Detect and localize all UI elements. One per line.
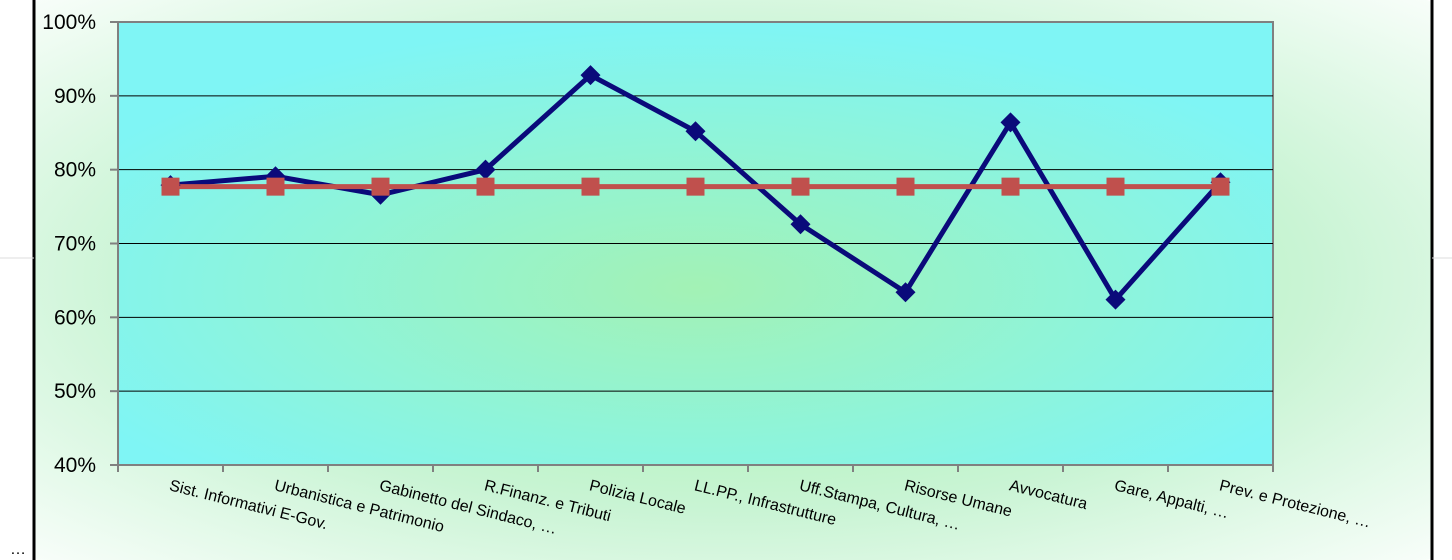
series-2-point (791, 177, 810, 196)
series-2-point (581, 177, 600, 196)
y-tick-label: 90% (54, 85, 96, 108)
y-tick-label: 40% (54, 454, 96, 477)
series-2-point (1106, 177, 1125, 196)
y-tick-label: 60% (54, 306, 96, 329)
series-1-point (895, 282, 916, 303)
y-tick-label: 70% (54, 233, 96, 256)
series-2-point (161, 177, 180, 196)
series-1-point (580, 65, 601, 86)
frame-ellipsis: … (10, 541, 26, 558)
series-1-point (790, 214, 811, 235)
series-1-point (1000, 112, 1021, 133)
series-1-point (685, 121, 706, 142)
y-tick-label: 100% (42, 11, 96, 34)
series-2-point (371, 177, 390, 196)
series-2-point (476, 177, 495, 196)
series-2-point (1211, 177, 1230, 196)
y-tick-label: 80% (54, 159, 96, 182)
series (160, 65, 1231, 310)
series-1-point (475, 159, 496, 180)
y-tick-label: 50% (54, 380, 96, 403)
y-axis-ticks: 40% 50% 60% 70% 80% 90% 100% (42, 11, 118, 477)
series-2-point (1001, 177, 1020, 196)
series-2-point (896, 177, 915, 196)
series-2-point (686, 177, 705, 196)
series-1-point (1105, 289, 1126, 310)
series-2-point (266, 177, 285, 196)
